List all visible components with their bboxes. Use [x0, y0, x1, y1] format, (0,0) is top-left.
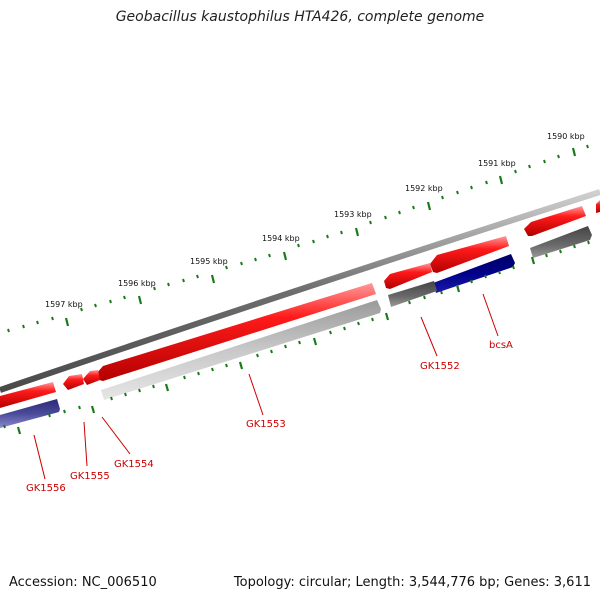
inner-scale-ticks [3, 240, 590, 429]
forward-strand-genes [0, 200, 600, 408]
kbp-label: 1596 kbp [118, 279, 156, 288]
genome-title: Geobacillus kaustophilus HTA426, complet… [115, 9, 485, 25]
gene-arrow-forward [524, 206, 586, 236]
tick-major [426, 201, 432, 211]
genome-backbone [0, 189, 600, 393]
kbp-label: 1597 kbp [45, 300, 83, 309]
gene-label-gk1553: GK1553 [246, 419, 286, 430]
tick-major [64, 317, 70, 327]
kbp-label: 1594 kbp [262, 234, 300, 243]
tick-major [137, 295, 143, 305]
kbp-label: 1593 kbp [334, 210, 372, 219]
kbp-label: 1592 kbp [405, 184, 443, 193]
gene-arrow-reverse [530, 226, 592, 258]
label-leader [33, 434, 46, 480]
kbp-label: 1595 kbp [190, 257, 228, 266]
label-leader [482, 293, 499, 337]
accession-text: Accession: NC_006510 [9, 575, 157, 590]
gene-label-gk1556: GK1556 [26, 483, 66, 494]
gene-arrow-reverse [0, 399, 60, 428]
gene-arrow-forward [384, 263, 432, 289]
gene-arrow-reverse [388, 281, 437, 307]
reverse-strand-genes [0, 226, 592, 428]
gene-arrow-forward [96, 283, 376, 381]
label-leader [420, 316, 438, 357]
gene-arrow-forward [63, 374, 84, 390]
tick-major [210, 274, 216, 284]
gene-arrow-forward [596, 200, 600, 213]
tick-major [498, 175, 504, 185]
gene-arrow-reverse [433, 254, 515, 293]
gene-label-gk1554: GK1554 [114, 459, 154, 470]
gene-arrow-forward [430, 236, 509, 273]
gene-arrow-reverse [101, 300, 381, 400]
gene-arrow-forward [83, 370, 100, 385]
outer-scale-minor-ticks [7, 144, 589, 333]
gene-label-gk1555: GK1555 [70, 471, 110, 482]
label-leader [248, 373, 264, 416]
tick-major [354, 227, 360, 237]
label-leader [101, 416, 131, 455]
label-leader [83, 421, 88, 467]
gene-arrow-forward [0, 382, 56, 408]
tick-major [571, 147, 577, 157]
kbp-label: 1590 kbp [547, 132, 585, 141]
inner-scale-major-ticks [16, 256, 536, 435]
tick-major [282, 251, 288, 261]
topology-text: Topology: circular; Length: 3,544,776 bp… [233, 575, 591, 590]
gene-label-gk1552: GK1552 [420, 361, 460, 372]
kbp-label: 1591 kbp [478, 159, 516, 168]
gene-label-bcsa: bcsA [489, 340, 513, 351]
outer-scale-ticks [64, 147, 577, 327]
